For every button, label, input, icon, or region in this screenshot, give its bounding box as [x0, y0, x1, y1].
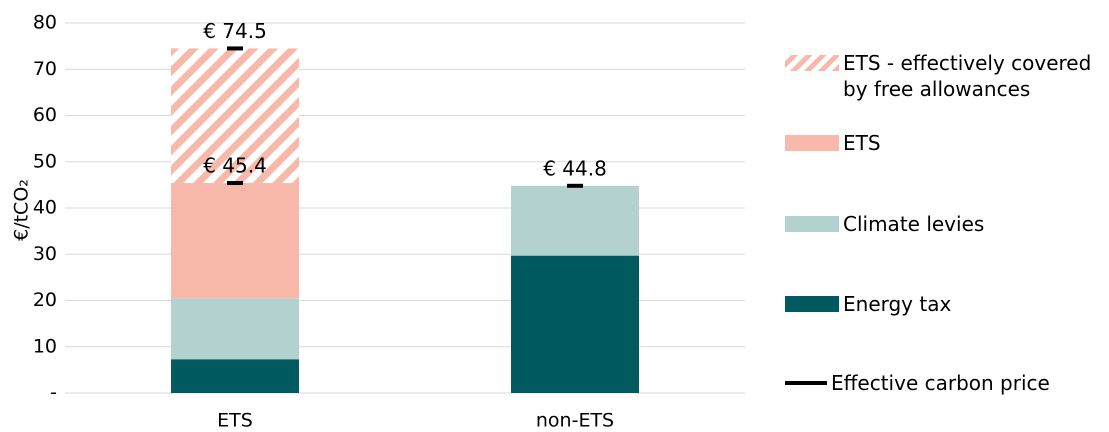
bar-segment — [171, 359, 299, 393]
legend-swatch — [785, 381, 827, 385]
y-tick-label: 70 — [33, 58, 57, 80]
legend-label: Energy tax — [843, 292, 952, 316]
legend-swatch — [785, 55, 839, 71]
legend-item: ETS - effectively covered by free allowa… — [785, 50, 1109, 102]
y-tick-label: 30 — [33, 243, 57, 265]
legend-swatch — [785, 216, 839, 232]
y-axis-label: €/tCO₂ — [11, 179, 33, 241]
bar-segment — [171, 183, 299, 299]
legend-swatch — [785, 296, 839, 312]
y-tick-label: - — [50, 382, 57, 404]
legend-item: Energy tax — [785, 291, 951, 317]
legend: ETS - effectively covered by free allowa… — [785, 0, 1109, 432]
y-tick-label: 10 — [33, 335, 57, 357]
y-tick-label: 20 — [33, 289, 57, 311]
legend-label: ETS — [843, 131, 881, 155]
y-tick-label: 50 — [33, 150, 57, 172]
x-tick-label: ETS — [217, 410, 253, 432]
chart: €/tCO₂ - 10 20 30 40 50 60 70 80 ETS € 45.4 € 74.5 n… — [11, 12, 745, 432]
effective-price-label: € 45.4 — [203, 154, 267, 178]
y-tick-label: 40 — [33, 197, 57, 219]
bar-segment — [511, 255, 639, 393]
legend-item: ETS — [785, 130, 881, 156]
y-tick-label: 60 — [33, 104, 57, 126]
bar-segment — [171, 298, 299, 360]
bar-segment — [171, 48, 299, 184]
effective-price-label: € 44.8 — [543, 156, 607, 180]
legend-swatch — [785, 135, 839, 151]
bar-segment — [511, 185, 639, 256]
legend-label: Effective carbon price — [831, 371, 1050, 395]
legend-item: Climate levies — [785, 211, 984, 237]
x-tick-label: non-ETS — [536, 410, 614, 432]
legend-item: Effective carbon price — [785, 370, 1050, 396]
legend-label: Climate levies — [843, 212, 985, 236]
legend-label: ETS - effectively covered by free allowa… — [843, 51, 1092, 101]
y-tick-label: 80 — [33, 12, 57, 34]
total-label: € 74.5 — [203, 19, 267, 43]
